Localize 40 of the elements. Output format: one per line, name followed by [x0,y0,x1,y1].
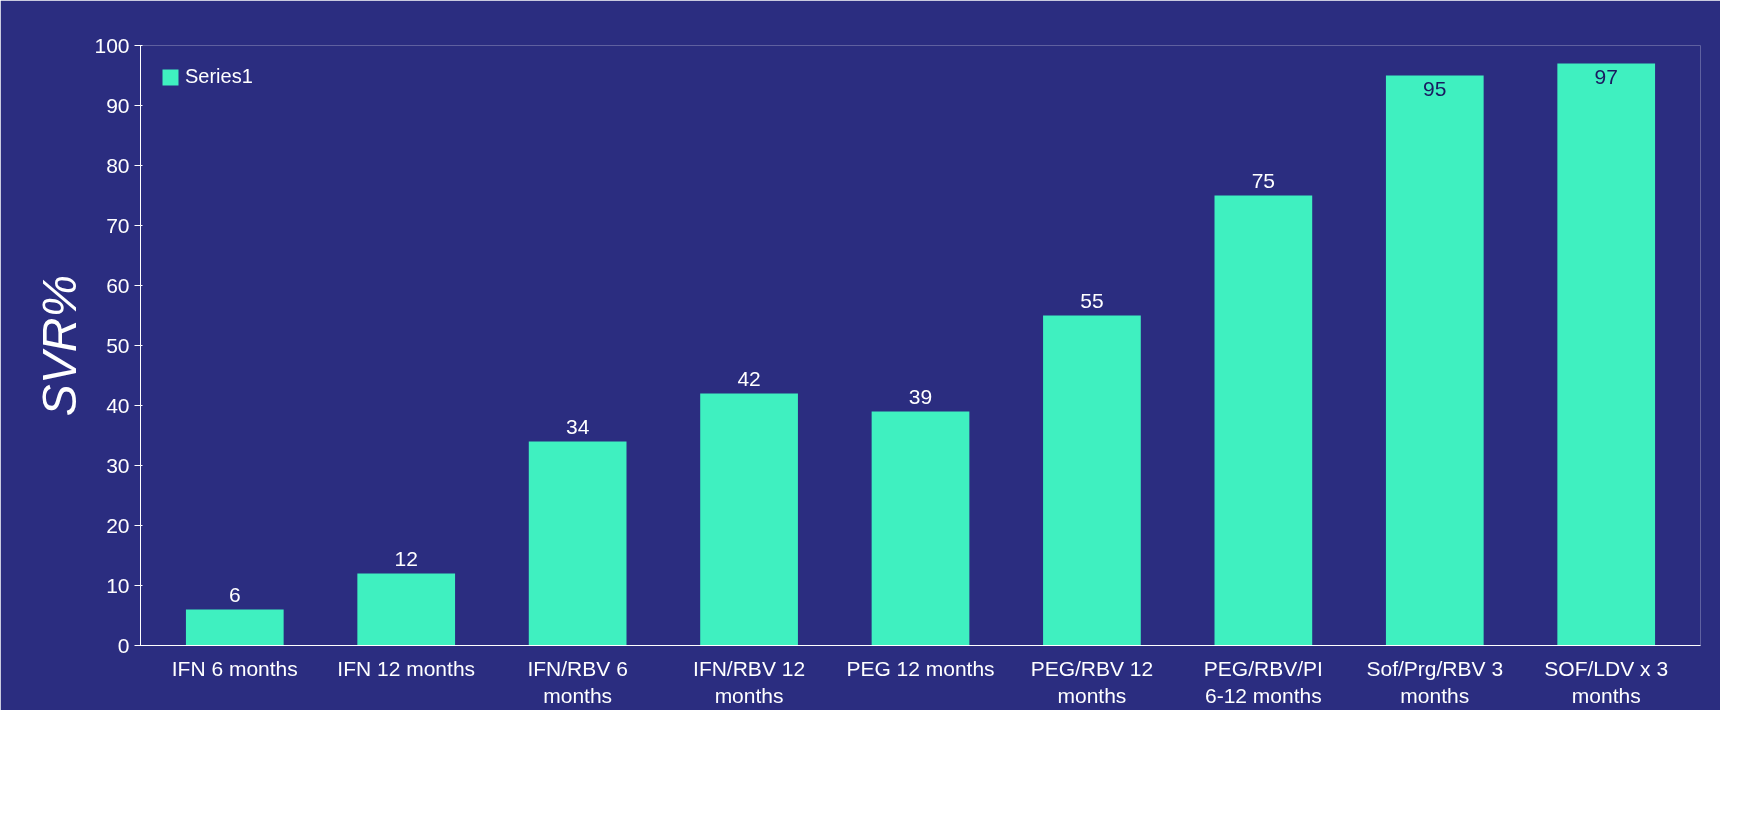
x-tick-label: IFN/RBV 6 months [527,656,628,708]
y-tick-label: 90 [106,93,130,117]
legend-label: Series1 [185,65,253,88]
bar [1043,315,1141,646]
x-tick-label: IFN/RBV 12 months [693,656,806,708]
bar [1214,195,1313,646]
x-tick-label: PEG/RBV/PI 6-12 months [1203,656,1323,708]
y-tick-label: 50 [106,333,130,357]
bar [528,441,627,646]
data-label: 95 [1423,76,1447,100]
bar [185,609,284,646]
y-tick-label: 70 [106,213,130,237]
y-tick-label: 40 [106,393,130,417]
data-label: 6 [228,582,241,606]
x-tick-label: Sof/Prg/RBV 3 months [1366,656,1504,708]
bar [357,573,456,646]
y-tick-label: 60 [106,273,130,297]
x-tick-label: SOF/LDV x 3 months [1544,656,1669,708]
data-label: 34 [565,414,590,438]
data-label: 75 [1251,168,1276,192]
data-label: 12 [394,546,418,570]
data-label: 42 [737,366,761,390]
data-label: 55 [1080,288,1104,312]
x-tick-label: PEG/RBV 12 months [1030,656,1154,708]
bar [700,393,798,646]
bar [1385,75,1484,646]
x-tick-label: IFN 6 months [171,656,298,680]
x-tick-label: PEG 12 months [846,656,995,680]
y-axis-title: SVR% [33,274,87,417]
y-tick-label: 0 [117,633,130,657]
y-tick-label: 100 [94,33,130,57]
y-tick-label: 20 [106,513,130,537]
bar [1557,63,1656,646]
x-tick-label: IFN 12 months [337,656,476,680]
data-label: 39 [908,384,933,408]
data-label: 97 [1594,64,1618,88]
y-tick-label: 80 [106,153,130,177]
y-tick-label: 30 [106,453,130,477]
y-tick-label: 10 [106,573,130,597]
bar [871,411,970,646]
